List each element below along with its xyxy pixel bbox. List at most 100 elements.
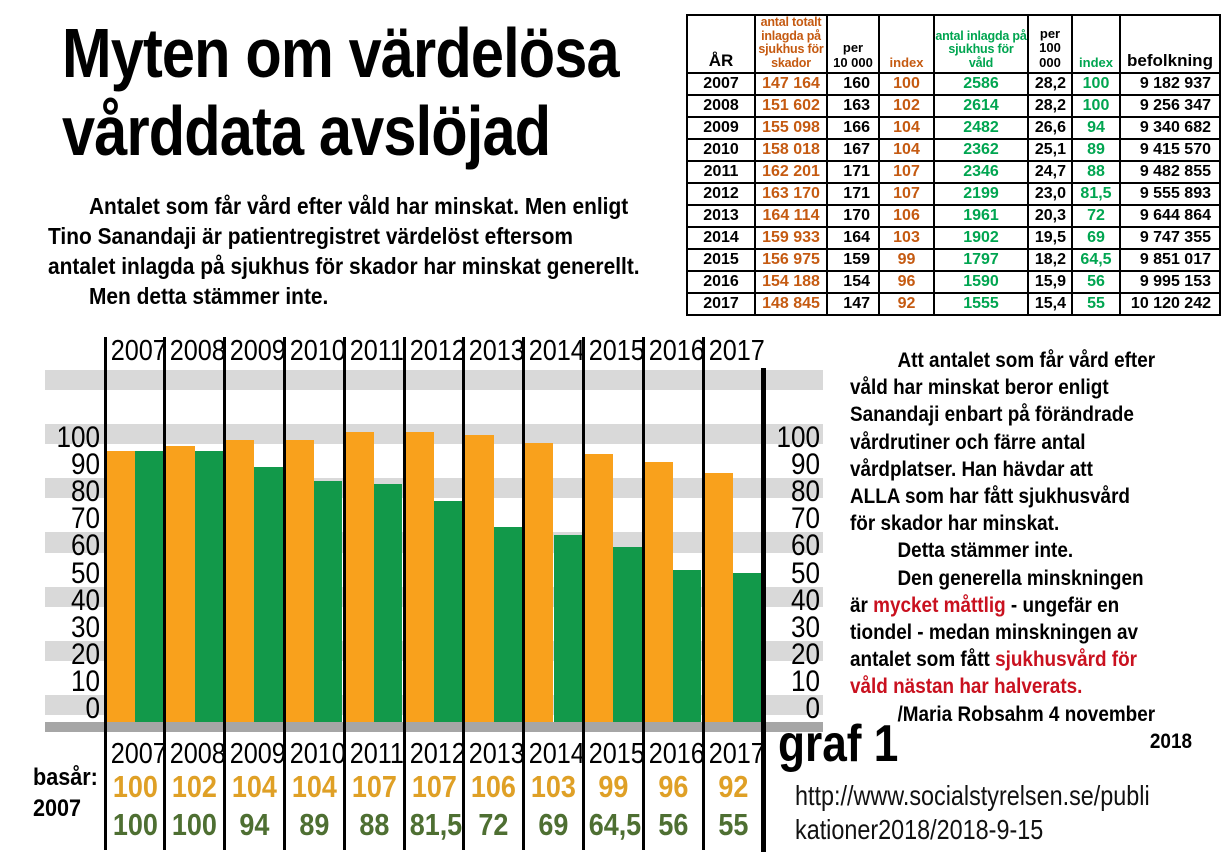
commentary-line-3: Sanandaji enbart på förändrade [850,401,1151,428]
year-separator-line [402,337,406,850]
chart-year-bottom-2017: 2017 [708,738,765,770]
bar-orange-2010 [285,440,315,722]
table-cell: 55 [1071,292,1121,316]
table-row-2015: 2015 156 975 159 99 1797 18,2 64,5 9 851 017 [686,248,1221,272]
chart-year-bottom-2009: 2009 [229,738,286,770]
source-url: http://www.socialstyrelsen.se/publi katio… [795,779,1212,846]
table-cell: 1902 [933,226,1029,250]
year-separator-line [641,337,645,850]
table-cell: 162 201 [754,160,828,184]
chart-year-top-2016: 2016 [648,335,705,367]
table-cell: 9 995 153 [1119,270,1221,294]
chart-year-bottom-2014: 2014 [528,738,586,770]
table-cell: 2016 [686,270,756,294]
table-cell: 92 [878,292,935,316]
y-axis-label-right-20: 20 [790,637,820,671]
table-cell: 164 114 [754,204,828,228]
bar-green-2007 [134,451,163,722]
y-axis-label-right-60: 60 [790,529,820,563]
table-cell: 26,6 [1027,116,1073,140]
table-cell: 2010 [686,138,756,162]
chart-year-bottom-2010: 2010 [289,738,346,770]
index-orange-value-2008: 102 [172,769,218,804]
table-cell: 9 851 017 [1119,248,1221,272]
commentary-text: 2018 [1149,728,1192,753]
y-axis-label-right-0: 0 [805,692,820,725]
y-axis-label-left-90: 90 [70,448,100,482]
table-cell: 9 340 682 [1119,116,1221,140]
chart-year-top-2012: 2012 [409,335,466,367]
index-green-value-2015: 64,5 [588,807,642,842]
y-axis-label-left-0: 0 [85,692,100,725]
table-cell: 159 [826,248,880,272]
commentary-line-12: antalet som fått sjukhusvård för [850,646,1151,673]
table-cell: 2009 [686,116,756,140]
index-green-value-2009: 94 [239,807,270,842]
y-axis-label-left-30: 30 [70,610,100,644]
commentary-paragraph: Att antalet som får vård efter våld har m… [850,347,1192,755]
base-year-label-word: basår: [33,764,98,791]
index-bar-chart: 2007 2007 100 100 2008 2008 102 100 2009 2009 104 9… [45,335,824,858]
bar-orange-2007 [106,451,135,722]
table-cell: 154 188 [754,270,828,294]
y-axis-label-left-80: 80 [70,475,100,509]
table-cell: 2007 [686,72,756,96]
table-row-2010: 2010 158 018 167 104 2362 25,1 89 9 415 570 [686,138,1221,162]
table-cell: 163 [826,94,880,118]
index-orange-value-2014: 103 [531,769,577,804]
index-green-value-2017: 55 [718,807,749,842]
table-cell: 81,5 [1071,182,1121,206]
commentary-line-7: för skador har minskat. [850,510,1151,537]
y-axis-label-left-20: 20 [70,637,100,671]
y-axis-label-right-40: 40 [790,583,820,617]
table-cell: 104 [878,138,935,162]
table-cell: 148 845 [754,292,828,316]
chart-year-top-2014: 2014 [528,335,586,367]
table-cell: 147 [826,292,880,316]
table-cell: 103 [878,226,935,250]
commentary-text: vårdrutiner och färre antal [850,429,1086,454]
intro-paragraph: Antalet som får vård efter våld har mins… [48,191,713,311]
table-cell: 170 [826,204,880,228]
table-cell: 2482 [933,116,1029,140]
table-cell: 100 [1071,94,1121,118]
bar-orange-2016 [644,461,674,722]
index-orange-value-2016: 96 [658,769,689,804]
table-cell: 24,7 [1027,160,1073,184]
index-green-value-2011: 88 [359,807,390,842]
table-cell: 106 [878,204,935,228]
index-orange-value-2007: 100 [112,769,158,804]
y-axis-label-right-50: 50 [790,556,820,590]
table-cell: 2362 [933,138,1029,162]
y-axis-label-left-40: 40 [70,583,100,617]
table-cell: 20,3 [1027,204,1073,228]
table-cell: 2199 [933,182,1029,206]
table-cell: 155 098 [754,116,828,140]
intro-line-3: antalet inlagda på sjukhus för skador ha… [48,253,640,279]
table-cell: 69 [1071,226,1121,250]
table-row-2011: 2011 162 201 171 107 2346 24,7 88 9 482 855 [686,160,1221,184]
chart-year-top-2010: 2010 [289,335,346,367]
table-cell: 151 602 [754,94,828,118]
bar-green-2015 [613,547,642,722]
table-header-col6: per 100 000 [1027,14,1073,74]
table-header-col1: ÅR [686,14,756,74]
intro-line-2: Tino Sanandaji är patientregistret värde… [48,223,573,249]
bar-green-2009 [254,467,283,722]
y-axis-label-right-80: 80 [790,475,820,509]
table-header-col3: per 10 000 [826,14,880,74]
year-separator-line [342,337,346,850]
year-separator-line [582,337,586,850]
table-cell: 94 [1071,116,1121,140]
page-title-line2: vårddata avslöjad [62,92,551,170]
commentary-text: tiondel - medan minskningen av [850,620,1139,645]
table-cell: 2014 [686,226,756,250]
table-cell: 1961 [933,204,1029,228]
commentary-line-10: är mycket måttlig - ungefär en [850,592,1151,619]
table-row-2017: 2017 148 845 147 92 1555 15,4 55 10 120 242 [686,292,1221,316]
index-green-value-2010: 89 [299,807,330,842]
axis-baseline-bar [45,722,823,732]
y-axis-label-right-30: 30 [790,610,820,644]
bar-green-2017 [733,572,762,722]
